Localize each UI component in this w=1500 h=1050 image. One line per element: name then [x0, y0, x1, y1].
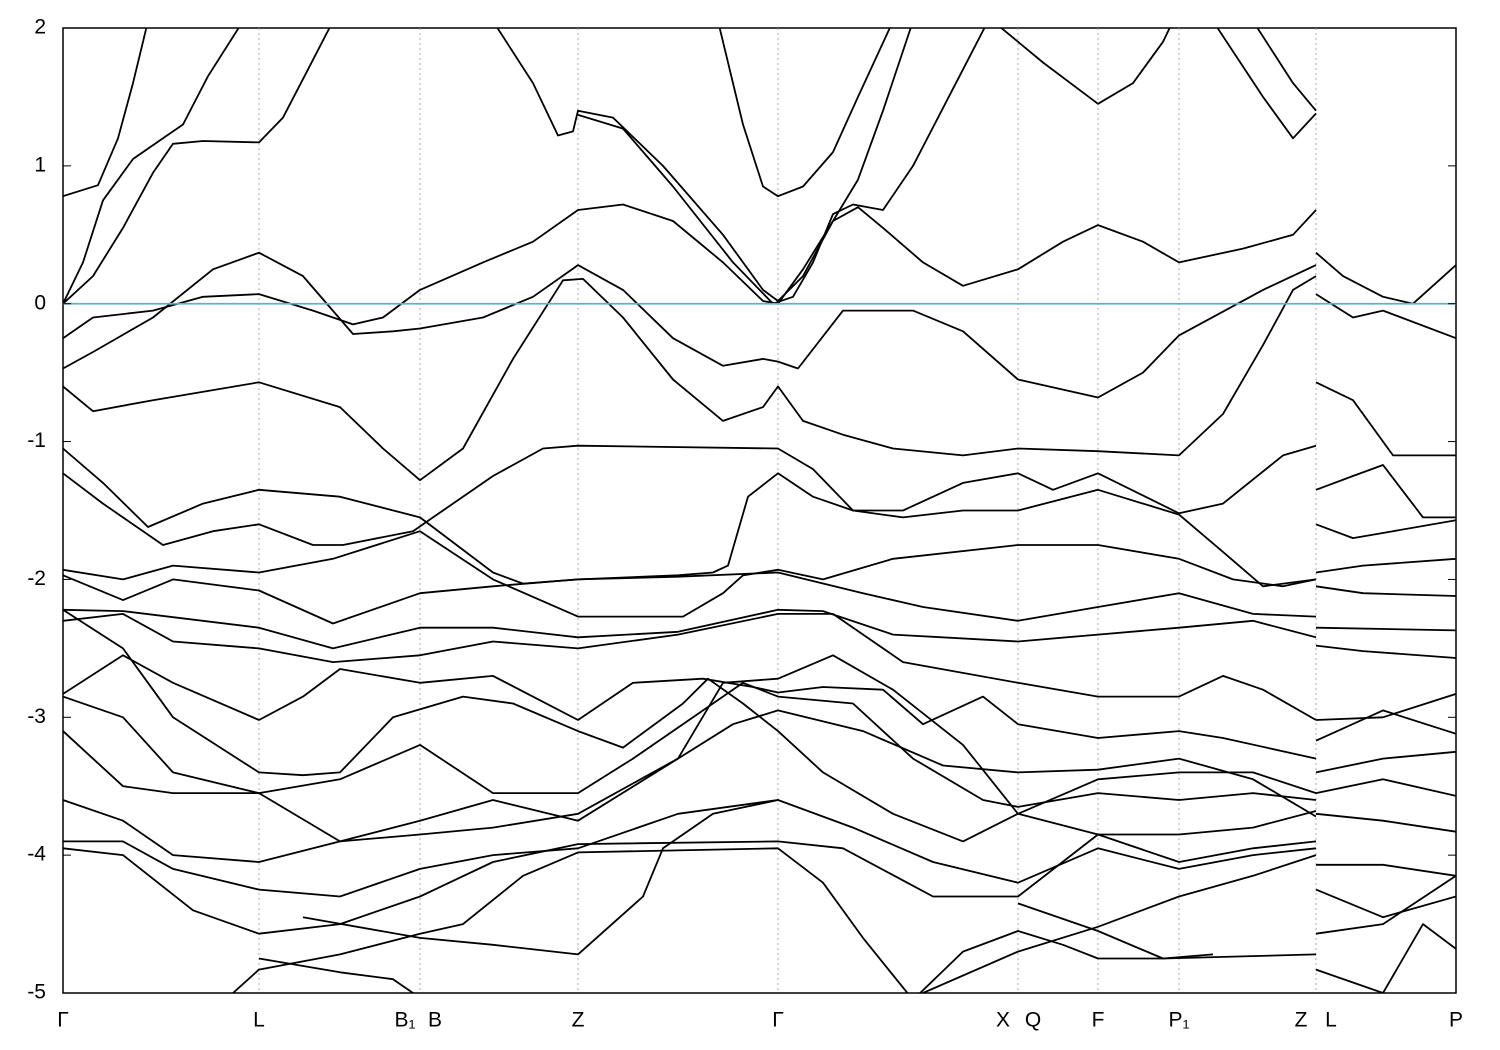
y-tick-label: 0: [34, 291, 46, 314]
band-line: [63, 444, 1317, 588]
band-line: [63, 28, 240, 305]
band-line: [922, 854, 1317, 993]
band-line: [1256, 28, 1317, 112]
band-line: [63, 613, 1317, 721]
band-line: [258, 957, 415, 993]
band-line: [1315, 644, 1456, 659]
x-tick-label: P₁: [1168, 1009, 1189, 1032]
band-line: [1315, 750, 1456, 774]
band-line: [63, 681, 1317, 808]
band-line: [1315, 812, 1456, 833]
band-line: [1315, 252, 1456, 305]
band-line: [63, 28, 148, 198]
band-line: [1315, 709, 1456, 742]
y-tick-label: -5: [27, 981, 46, 1004]
y-tick-label: 1: [34, 153, 46, 176]
band-line: [63, 28, 331, 305]
band-line: [63, 571, 1317, 625]
band-line: [1315, 381, 1456, 457]
x-tick-label: L: [1325, 1009, 1337, 1032]
band-line: [63, 275, 1317, 482]
band-line: [918, 930, 1317, 993]
band-line: [718, 28, 891, 198]
band-line: [1315, 626, 1456, 632]
band-line: [1315, 778, 1456, 797]
band-line: [1315, 693, 1456, 721]
x-tick-label: Z: [1295, 1009, 1308, 1032]
band-line: [496, 28, 912, 302]
band-line: [1315, 875, 1456, 935]
y-tick-label: -4: [27, 843, 46, 866]
band-line: [232, 847, 909, 993]
band-line: [1315, 464, 1456, 519]
band-line: [999, 28, 1171, 105]
band-line: [1316, 863, 1456, 877]
y-tick-label: -1: [27, 429, 46, 452]
band-line: [1315, 888, 1456, 919]
x-tick-label: X: [996, 1009, 1010, 1032]
band-line: [302, 799, 779, 956]
band-line: [63, 203, 1317, 339]
band-line: [1315, 519, 1456, 539]
band-line: [63, 444, 1317, 585]
band-line: [1315, 923, 1456, 993]
x-tick-label: P: [1449, 1009, 1463, 1032]
band-line: [63, 709, 1317, 843]
band-line: [63, 251, 1317, 399]
x-tick-label: B: [428, 1009, 442, 1032]
band-line: [1315, 293, 1456, 340]
band-line: [1216, 28, 1317, 140]
band-line: [63, 654, 1317, 760]
band-line: [63, 609, 1317, 843]
y-tick-label: 2: [34, 16, 46, 39]
band-line: [63, 530, 1317, 618]
x-tick-label: F: [1092, 1009, 1105, 1032]
plot-frame: [62, 27, 1457, 994]
x-tick-label: Z: [572, 1009, 585, 1032]
x-tick-label: Γ: [57, 1009, 69, 1032]
x-tick-label: B₁: [394, 1009, 415, 1032]
band-line: [63, 833, 1317, 935]
x-tick-label: Γ: [772, 1009, 784, 1032]
band-line: [1315, 585, 1456, 597]
plot-area: [63, 28, 1456, 993]
band-line: [63, 799, 1317, 898]
x-tick-label: Q: [1025, 1009, 1041, 1032]
y-tick-label: -3: [27, 705, 46, 728]
band-line: [1017, 902, 1214, 960]
band-line: [63, 608, 1317, 650]
x-tick-label: L: [253, 1009, 265, 1032]
band-line: [1315, 557, 1456, 574]
y-tick-label: -2: [27, 567, 46, 590]
band-line: [577, 28, 986, 305]
